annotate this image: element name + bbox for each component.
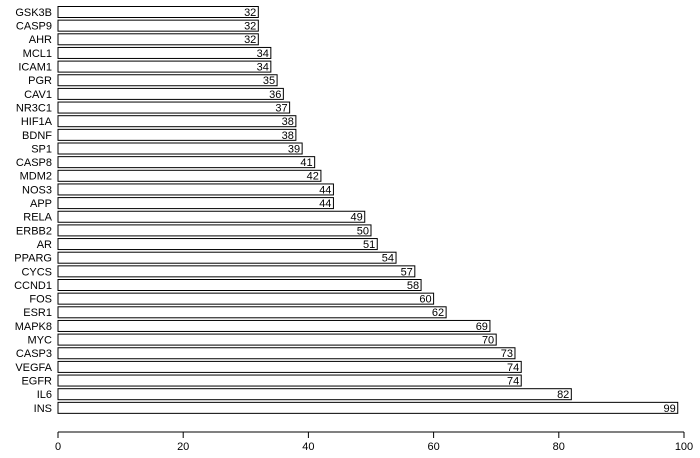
y-tick-label: PGR <box>28 75 52 87</box>
value-label: 39 <box>288 143 300 155</box>
y-tick-label: MDM2 <box>20 171 52 183</box>
value-label: 73 <box>501 348 513 360</box>
y-tick-label: NR3C1 <box>16 102 52 114</box>
bar <box>57 183 334 196</box>
value-label: 38 <box>282 130 294 142</box>
bar <box>57 101 291 114</box>
y-tick-label: CASP9 <box>16 21 52 33</box>
y-tick-label: INS <box>34 403 52 415</box>
bar <box>57 6 259 18</box>
bar <box>57 306 447 319</box>
bar <box>57 87 284 100</box>
y-tick-label: CYCS <box>21 266 52 278</box>
y-tick-label: APP <box>30 198 52 210</box>
value-label: 49 <box>350 212 362 224</box>
value-label: 32 <box>244 7 256 19</box>
bar <box>57 224 372 237</box>
bar <box>57 128 297 141</box>
bar <box>57 319 491 332</box>
value-label: 62 <box>432 307 444 319</box>
bar <box>57 238 378 251</box>
y-tick-label: EGFR <box>21 375 52 387</box>
value-label: 37 <box>275 102 287 114</box>
bar <box>57 210 366 223</box>
bar <box>57 46 272 59</box>
y-tick-label: MYC <box>28 335 53 347</box>
value-label: 57 <box>401 266 413 278</box>
bar <box>57 251 397 264</box>
y-tick-label: ESR1 <box>23 307 52 319</box>
bar <box>57 74 278 87</box>
value-label: 82 <box>557 389 569 401</box>
value-label: 34 <box>257 48 269 60</box>
x-tick-label: 0 <box>55 441 61 453</box>
bar <box>57 142 303 155</box>
y-tick-label: AHR <box>29 34 52 46</box>
y-tick-label: MAPK8 <box>15 321 52 333</box>
y-tick-label: GSK3B <box>15 7 52 19</box>
bar <box>57 33 259 46</box>
y-tick-label: CAV1 <box>24 89 52 101</box>
y-tick-label: CCND1 <box>14 280 52 292</box>
y-tick-label: IL6 <box>37 389 52 401</box>
x-tick-label: 20 <box>177 441 189 453</box>
y-tick-label: CASP3 <box>16 348 52 360</box>
value-label: 51 <box>363 239 375 251</box>
value-label: 70 <box>482 335 494 347</box>
bar <box>57 279 422 291</box>
y-tick-label: CASP8 <box>16 157 52 169</box>
value-label: 74 <box>507 375 519 387</box>
y-tick-label: NOS3 <box>22 184 52 196</box>
bar <box>57 156 316 169</box>
bar <box>57 388 572 401</box>
y-tick-label: VEGFA <box>15 362 52 374</box>
y-tick-label: PPARG <box>14 253 52 265</box>
bar <box>57 347 516 360</box>
value-label: 69 <box>476 321 488 333</box>
value-label: 99 <box>663 403 675 415</box>
bar <box>57 401 679 414</box>
y-tick-label: SP1 <box>31 143 52 155</box>
value-label: 32 <box>244 21 256 33</box>
bar <box>57 292 435 305</box>
y-tick-label: BDNF <box>22 130 52 142</box>
x-tick-label: 60 <box>427 441 439 453</box>
value-label: 38 <box>282 116 294 128</box>
bar <box>57 19 259 32</box>
bar <box>57 333 497 346</box>
bar <box>57 169 322 182</box>
value-label: 44 <box>319 184 331 196</box>
x-tick-label: 80 <box>553 441 565 453</box>
value-label: 50 <box>357 225 369 237</box>
y-tick-label: RELA <box>23 212 52 224</box>
value-label: 34 <box>257 62 269 74</box>
bar <box>57 374 522 387</box>
value-label: 41 <box>300 157 312 169</box>
value-label: 58 <box>407 280 419 292</box>
x-tick-label: 100 <box>675 441 693 453</box>
value-label: 74 <box>507 362 519 374</box>
value-label: 42 <box>307 171 319 183</box>
y-tick-label: ERBB2 <box>16 225 52 237</box>
x-tick-label: 40 <box>302 441 314 453</box>
y-tick-label: HIF1A <box>21 116 53 128</box>
y-tick-label: AR <box>37 239 52 251</box>
bar <box>57 197 334 210</box>
bar <box>57 360 522 373</box>
y-tick-label: FOS <box>29 294 52 306</box>
bar <box>57 60 272 73</box>
y-tick-label: MCL1 <box>23 48 52 60</box>
y-tick-label: ICAM1 <box>18 62 52 74</box>
value-label: 36 <box>269 89 281 101</box>
bar <box>57 265 416 278</box>
value-label: 32 <box>244 34 256 46</box>
value-label: 54 <box>382 253 394 265</box>
bar <box>57 115 297 128</box>
value-label: 60 <box>419 294 431 306</box>
value-label: 35 <box>263 75 275 87</box>
value-label: 44 <box>319 198 331 210</box>
